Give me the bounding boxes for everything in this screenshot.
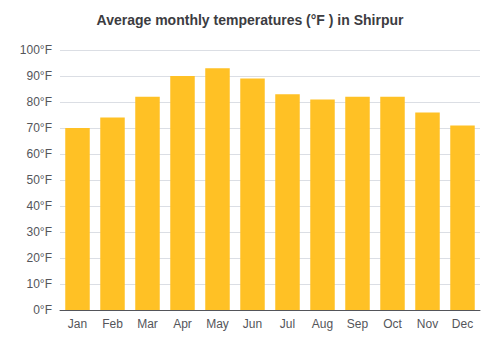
svg-text:100°F: 100°F [20, 43, 52, 57]
svg-text:0°F: 0°F [33, 303, 52, 317]
svg-text:Dec: Dec [452, 317, 473, 331]
svg-text:Feb: Feb [102, 317, 123, 331]
svg-text:Jun: Jun [243, 317, 262, 331]
svg-text:Nov: Nov [417, 317, 438, 331]
svg-text:Jul: Jul [280, 317, 295, 331]
svg-text:70°F: 70°F [27, 121, 52, 135]
svg-text:Apr: Apr [173, 317, 192, 331]
svg-text:50°F: 50°F [27, 173, 52, 187]
svg-text:80°F: 80°F [27, 95, 52, 109]
svg-text:20°F: 20°F [27, 251, 52, 265]
svg-text:Sep: Sep [347, 317, 369, 331]
svg-text:Average monthly temperatures (: Average monthly temperatures (°F ) in Sh… [97, 12, 404, 28]
svg-text:May: May [206, 317, 229, 331]
svg-text:Oct: Oct [383, 317, 402, 331]
svg-text:40°F: 40°F [27, 199, 52, 213]
svg-text:Jan: Jan [68, 317, 87, 331]
svg-text:Aug: Aug [312, 317, 333, 331]
svg-text:30°F: 30°F [27, 225, 52, 239]
svg-text:Mar: Mar [137, 317, 158, 331]
svg-text:90°F: 90°F [27, 69, 52, 83]
svg-text:60°F: 60°F [27, 147, 52, 161]
svg-text:10°F: 10°F [27, 277, 52, 291]
